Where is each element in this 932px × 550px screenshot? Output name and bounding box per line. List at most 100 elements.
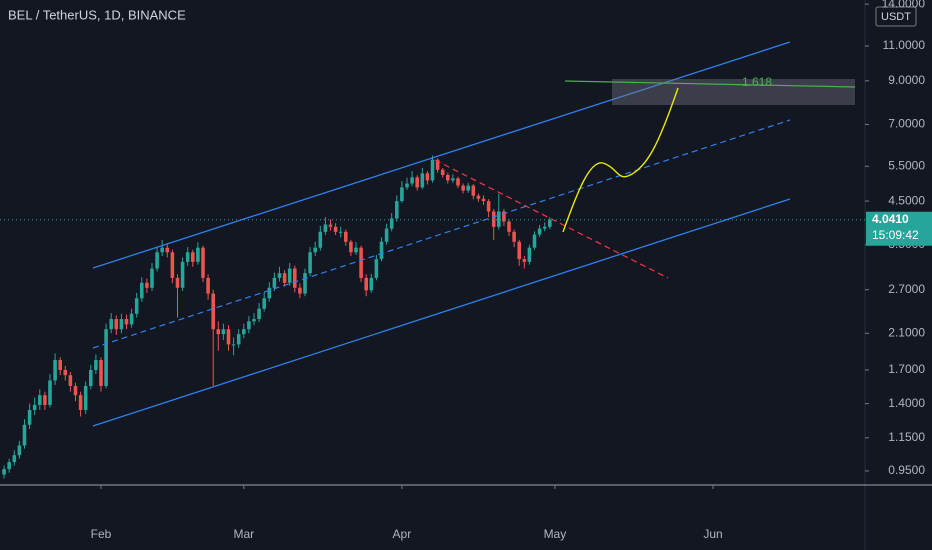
candle-body <box>481 198 486 202</box>
y-tick-label: 7.0000 <box>888 117 925 131</box>
candle-body <box>262 298 266 309</box>
candle-body <box>221 329 226 335</box>
currency-box[interactable] <box>875 6 917 27</box>
candle-body <box>532 234 537 248</box>
candle-body <box>196 247 200 262</box>
candle-body <box>236 334 241 345</box>
candle-body <box>420 173 425 188</box>
candle-body <box>522 259 527 262</box>
candle-body <box>267 287 272 299</box>
x-tick-label: Feb <box>91 527 112 541</box>
fib-label: 1.618 <box>742 75 772 89</box>
candle-body <box>185 252 190 262</box>
candle-body <box>231 344 236 346</box>
candle-body <box>344 231 348 242</box>
candle-body <box>497 211 501 227</box>
last-price-label: 4.0410 <box>872 212 909 226</box>
y-tick-label: 4.5000 <box>888 193 925 207</box>
candle-body <box>37 395 42 405</box>
candle-body <box>446 174 450 181</box>
candle-body <box>17 445 22 456</box>
candle-body <box>48 380 52 405</box>
candle-body <box>328 224 333 227</box>
candle-body <box>333 226 338 232</box>
candle-body <box>7 462 11 470</box>
candle-body <box>114 319 119 330</box>
candle-body <box>359 247 363 278</box>
candle-body <box>364 277 368 291</box>
candle-body <box>58 360 62 370</box>
candle-body <box>134 298 139 314</box>
candle-body <box>83 385 88 410</box>
candle-body <box>471 185 476 196</box>
trend-line <box>434 159 669 279</box>
y-tick-label: 9.0000 <box>888 73 925 87</box>
candle-body <box>277 273 282 278</box>
candle-body <box>537 228 542 235</box>
candle-body <box>88 369 93 386</box>
candle-body <box>206 277 210 294</box>
candle-body <box>379 241 384 260</box>
candle-body <box>410 177 414 184</box>
candle-body <box>405 183 409 188</box>
drawings: 1.618 <box>92 41 856 427</box>
candle-body <box>476 195 481 199</box>
candle-body <box>338 231 343 233</box>
fib-line <box>564 80 856 88</box>
candle-body <box>257 308 261 320</box>
candle-body <box>512 231 516 242</box>
channel-lower <box>92 198 791 427</box>
candle-body <box>461 185 465 191</box>
currency-label[interactable]: USDT <box>881 11 911 23</box>
candle-body <box>415 177 419 188</box>
y-tick-label: 0.9500 <box>888 463 925 477</box>
candle-body <box>349 241 353 253</box>
candle-body <box>486 201 491 212</box>
candle-body <box>298 287 302 294</box>
candle-body <box>303 273 307 294</box>
candle-body <box>491 211 496 227</box>
y-tick-label: 11.0000 <box>883 38 926 52</box>
candle-body <box>140 282 144 299</box>
candle-body <box>43 395 47 405</box>
candle-body <box>211 293 215 330</box>
candle-body <box>548 219 552 227</box>
candle-body <box>282 273 287 283</box>
candle-body <box>425 173 430 181</box>
candle-body <box>68 375 73 386</box>
candle-body <box>78 395 83 410</box>
candle-body <box>160 247 164 253</box>
candle-body <box>2 469 6 475</box>
candle-body <box>191 252 195 262</box>
candle-body <box>145 282 149 288</box>
candle-body <box>517 241 521 260</box>
candle-body <box>226 329 231 345</box>
channel-middle <box>92 119 791 349</box>
candle-body <box>73 385 78 396</box>
y-tick-label: 1.1500 <box>888 430 925 444</box>
x-tick-label: Apr <box>393 527 412 541</box>
candle-body <box>435 159 440 170</box>
x-tick-label: Mar <box>233 527 254 541</box>
channel-upper <box>92 41 791 269</box>
candle-body <box>104 329 108 386</box>
candle-body <box>124 319 129 325</box>
projection-curve <box>562 87 679 233</box>
candle-body <box>165 247 170 253</box>
candle-body <box>354 247 358 253</box>
candle-body <box>389 218 394 229</box>
candle-body <box>374 259 379 278</box>
candle-body <box>323 224 328 232</box>
countdown: 15:09:42 <box>872 228 919 242</box>
candle-body <box>400 187 404 202</box>
candle-body <box>287 268 292 283</box>
candle-body <box>507 221 511 232</box>
candle-body <box>272 277 277 288</box>
candle-body <box>27 409 32 425</box>
candle-body <box>32 404 37 410</box>
candles <box>2 155 552 479</box>
candle-body <box>308 252 312 274</box>
